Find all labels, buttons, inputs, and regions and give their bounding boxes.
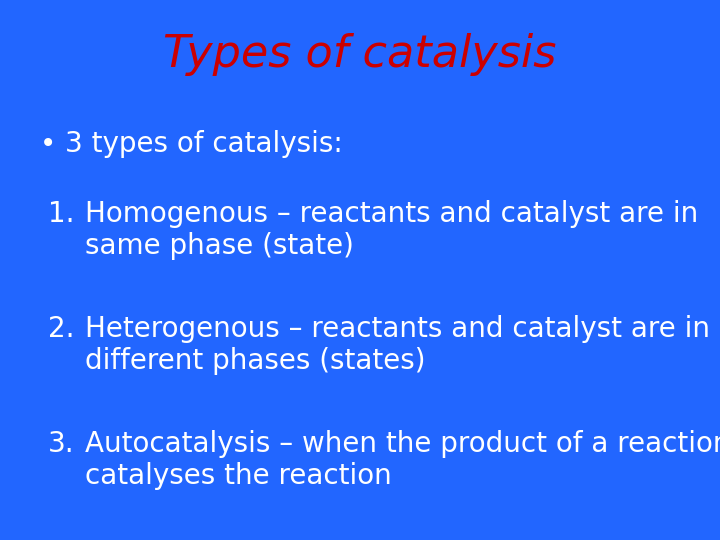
- Text: same phase (state): same phase (state): [85, 232, 354, 260]
- Text: 3 types of catalysis:: 3 types of catalysis:: [65, 130, 343, 158]
- Text: Heterogenous – reactants and catalyst are in: Heterogenous – reactants and catalyst ar…: [85, 315, 710, 343]
- Text: different phases (states): different phases (states): [85, 347, 426, 375]
- Text: Homogenous – reactants and catalyst are in: Homogenous – reactants and catalyst are …: [85, 200, 698, 228]
- Text: 1.: 1.: [48, 200, 74, 228]
- Text: 3.: 3.: [48, 430, 75, 458]
- Text: Types of catalysis: Types of catalysis: [163, 33, 557, 77]
- Text: 2.: 2.: [48, 315, 74, 343]
- Text: Autocatalysis – when the product of a reaction: Autocatalysis – when the product of a re…: [85, 430, 720, 458]
- Text: •: •: [40, 130, 56, 158]
- Text: catalyses the reaction: catalyses the reaction: [85, 462, 392, 490]
